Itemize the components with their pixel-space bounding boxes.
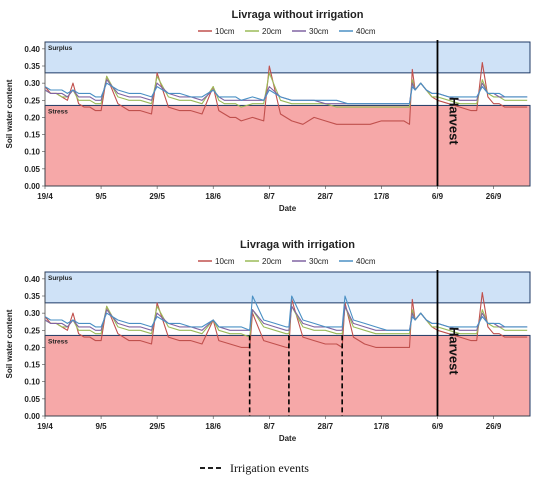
x-axis-label: Date — [279, 204, 297, 213]
x-tick-label: 29/5 — [149, 422, 165, 431]
harvest-label: Harvest — [446, 97, 461, 145]
x-tick-label: 29/5 — [149, 192, 165, 201]
y-tick-label: 0.10 — [24, 148, 40, 157]
legend-label-20cm: 20cm — [262, 257, 282, 266]
series-line-40cm — [44, 295, 528, 331]
legend-label-40cm: 40cm — [356, 257, 376, 266]
legend-label-20cm: 20cm — [262, 27, 282, 36]
x-tick-label: 9/5 — [96, 192, 108, 201]
series-line-40cm — [44, 82, 528, 105]
y-tick-label: 0.05 — [24, 395, 40, 404]
x-tick-label: 26/9 — [486, 192, 502, 201]
footer-legend: Irrigation events — [200, 461, 309, 475]
y-tick-label: 0.20 — [24, 113, 40, 122]
x-tick-label: 26/9 — [486, 422, 502, 431]
y-tick-label: 0.30 — [24, 309, 40, 318]
x-tick-label: 28/7 — [318, 192, 334, 201]
legend-label-10cm: 10cm — [215, 27, 235, 36]
y-axis-label: Soil water content — [5, 79, 14, 148]
x-tick-label: 19/4 — [37, 192, 53, 201]
y-tick-label: 0.20 — [24, 343, 40, 352]
legend-label-30cm: 30cm — [309, 257, 329, 266]
y-tick-label: 0.25 — [24, 96, 40, 105]
zone-label-surplus: Surplus — [48, 275, 73, 282]
zone-label-surplus: Surplus — [48, 45, 73, 52]
chart-panel-2: Livraga with irrigation 10cm 20cm 30cm 40cm S… — [5, 239, 531, 443]
harvest-label: Harvest — [446, 327, 461, 375]
y-tick-label: 0.15 — [24, 131, 40, 140]
y-axis-label: Soil water content — [5, 309, 14, 378]
series-line-10cm — [44, 62, 528, 125]
chart-title: Livraga without irrigation — [231, 9, 363, 21]
x-tick-label: 6/9 — [432, 422, 444, 431]
y-tick-label: 0.00 — [24, 182, 40, 191]
x-tick-label: 28/7 — [318, 422, 334, 431]
y-tick-label: 0.25 — [24, 326, 40, 335]
y-tick-label: 0.40 — [24, 45, 40, 54]
zone-stress — [44, 334, 531, 417]
y-tick-label: 0.35 — [24, 292, 40, 301]
y-tick-label: 0.15 — [24, 361, 40, 370]
zone-label-stress: Stress — [48, 108, 68, 115]
y-tick-label: 0.35 — [24, 62, 40, 71]
zone-surplus — [44, 271, 531, 304]
x-tick-label: 8/7 — [264, 422, 276, 431]
irrigation-legend-label: Irrigation events — [230, 461, 309, 475]
chart-panel-1: Livraga without irrigation 10cm 20cm 30cm 40… — [5, 9, 531, 213]
legend-label-30cm: 30cm — [309, 27, 329, 36]
y-tick-label: 0.40 — [24, 275, 40, 284]
x-tick-label: 18/6 — [205, 422, 221, 431]
y-tick-label: 0.05 — [24, 165, 40, 174]
legend-label-40cm: 40cm — [356, 27, 376, 36]
x-tick-label: 9/5 — [96, 422, 108, 431]
series-line-30cm — [44, 79, 528, 105]
x-tick-label: 17/8 — [374, 192, 390, 201]
chart-title: Livraga with irrigation — [240, 239, 355, 251]
y-tick-label: 0.30 — [24, 79, 40, 88]
x-tick-label: 18/6 — [205, 192, 221, 201]
x-tick-label: 17/8 — [374, 422, 390, 431]
y-tick-label: 0.00 — [24, 412, 40, 421]
legend-label-10cm: 10cm — [215, 257, 235, 266]
x-axis-label: Date — [279, 434, 297, 443]
y-tick-label: 0.10 — [24, 378, 40, 387]
x-tick-label: 19/4 — [37, 422, 53, 431]
zone-surplus — [44, 41, 531, 74]
x-tick-label: 8/7 — [264, 192, 276, 201]
zone-label-stress: Stress — [48, 338, 68, 345]
x-tick-label: 6/9 — [432, 192, 444, 201]
series-line-20cm — [44, 72, 528, 108]
